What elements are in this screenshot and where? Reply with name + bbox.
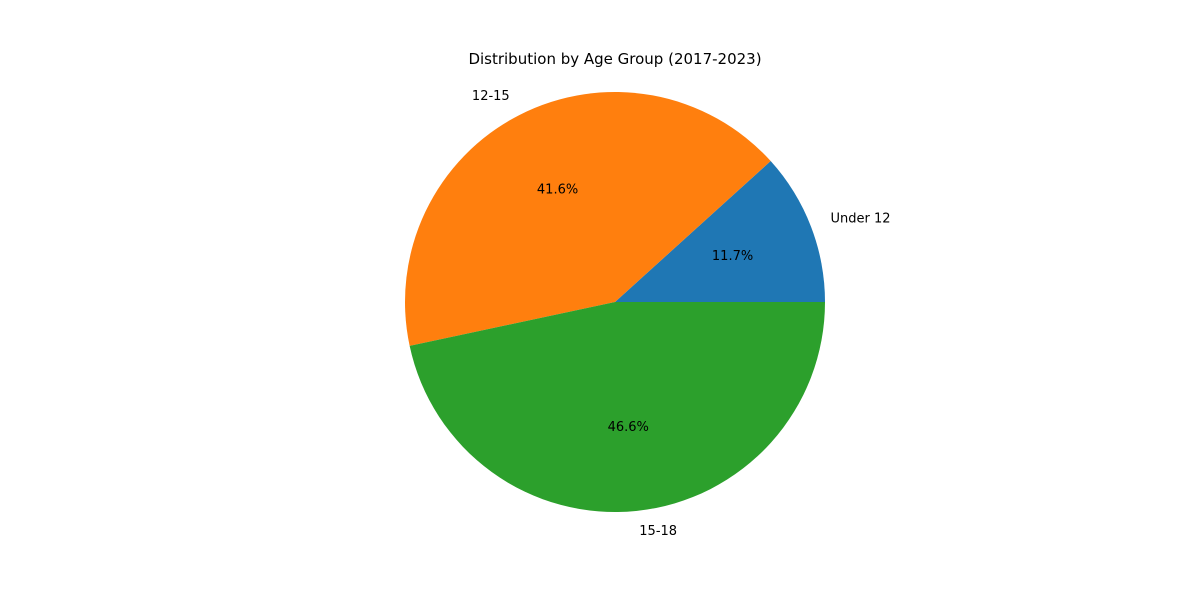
slice-label-12-15: 12-15 xyxy=(472,89,510,104)
pie-slice-12-15 xyxy=(404,91,771,346)
pie-slice-15-18 xyxy=(409,302,825,512)
chart-title: Distribution by Age Group (2017-2023) xyxy=(468,50,761,68)
slice-label-under-12: Under 12 xyxy=(831,211,891,226)
slice-label-15-18: 15-18 xyxy=(639,524,677,539)
pie-slice-under-12 xyxy=(615,161,825,302)
pie-labels: Under 12 11.7% 12-15 41.6% 15-18 46.6% xyxy=(472,89,891,539)
percent-label-under-12: 11.7% xyxy=(712,249,753,264)
pie-slices xyxy=(404,91,825,512)
percent-label-15-18: 46.6% xyxy=(608,420,649,435)
percent-label-12-15: 41.6% xyxy=(537,182,578,197)
